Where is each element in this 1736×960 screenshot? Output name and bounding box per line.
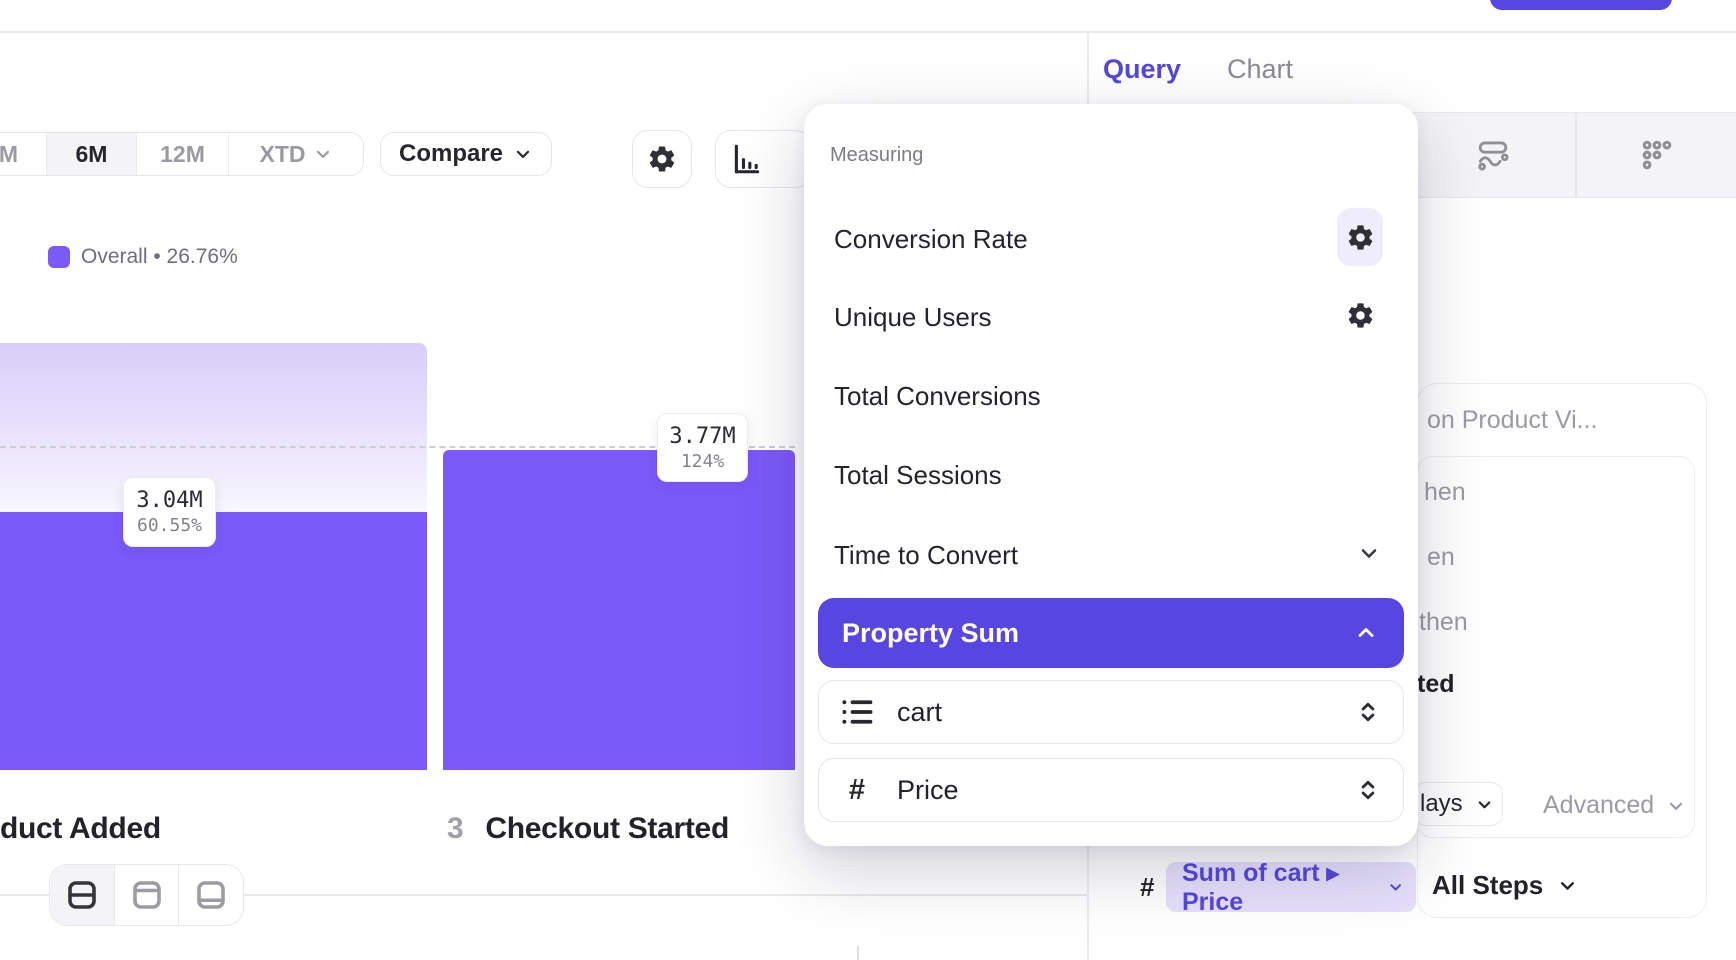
time-range-6m-label: 6M — [75, 140, 108, 167]
menu-item-time-to-convert[interactable]: Time to Convert — [834, 539, 1018, 570]
layout-split-rows-button[interactable] — [50, 865, 115, 925]
compare-label: Compare — [398, 140, 504, 167]
bottom-panel-divider-tick — [857, 946, 859, 960]
tab-chart[interactable]: Chart — [1227, 54, 1294, 84]
layout-header-row-button[interactable] — [115, 865, 180, 925]
chevron-down-icon — [1670, 802, 1683, 810]
conversion-rate-settings-button[interactable] — [1337, 208, 1383, 266]
time-range-12m[interactable]: 12M — [137, 133, 229, 175]
chart-settings-button[interactable] — [632, 130, 692, 188]
compare-button[interactable]: Compare — [380, 132, 552, 176]
property-name-select[interactable]: # Price — [818, 758, 1404, 822]
menu-item-total-conversions[interactable]: Total Conversions — [834, 380, 1041, 411]
chevron-up-icon — [1358, 628, 1374, 637]
step-fragment-1: hen — [1424, 478, 1466, 506]
footer-row-icon — [197, 881, 225, 909]
step-name-2: Checkout Started — [485, 812, 729, 845]
chevron-down-icon — [1390, 884, 1401, 891]
time-range-12m-label: 12M — [160, 140, 205, 167]
primary-action-button[interactable] — [1490, 0, 1672, 10]
metric-chip-label: Sum of cart ▸ Price — [1182, 858, 1340, 916]
all-steps-label: All Steps — [1432, 870, 1544, 900]
top-divider — [0, 31, 1736, 33]
chevron-down-icon — [1478, 800, 1491, 808]
delays-label: lays — [1420, 790, 1463, 817]
toolbar-strip-divider — [1575, 112, 1577, 198]
step-fragment-3: then — [1419, 608, 1468, 636]
funnel-reference-dashed-line — [0, 446, 795, 448]
time-range-6m[interactable]: 6M — [47, 133, 137, 175]
property-event-select[interactable]: cart — [818, 680, 1404, 744]
legend: Overall • 26.76% — [48, 245, 238, 269]
metric-chip[interactable]: Sum of cart ▸ Price — [1166, 859, 1416, 916]
funnel-bar2[interactable] — [443, 450, 795, 770]
property-sum-label: Property Sum — [842, 617, 1020, 648]
gear-icon — [649, 146, 675, 172]
more-options-button[interactable] — [1640, 138, 1674, 172]
bar-chart-icon — [734, 144, 760, 174]
measuring-title: Measuring — [830, 144, 924, 166]
layout-toggle-group — [49, 864, 244, 926]
header-row-icon — [132, 881, 161, 909]
funnel-value-card-2: 3.77M 124% — [657, 413, 748, 482]
time-range-xtd-label: XTD — [259, 140, 306, 167]
time-range-group: M 6M 12M XTD — [0, 132, 364, 176]
step-number-2: 3 — [447, 812, 464, 845]
advanced-dropdown[interactable]: Advanced — [1543, 791, 1686, 820]
property-name-value: Price — [897, 774, 959, 805]
query-config-header: on Product Vi... — [1427, 406, 1598, 434]
bottom-axis-line — [0, 894, 1087, 896]
tab-query[interactable]: Query — [1103, 54, 1182, 84]
time-range-m-label: M — [0, 140, 19, 167]
flow-wave-icon — [1478, 141, 1509, 171]
funnel-pct-2: 124% — [680, 450, 725, 472]
chevron-down-icon — [1357, 541, 1381, 565]
query-steps-card — [1417, 456, 1695, 838]
advanced-label: Advanced — [1543, 791, 1655, 819]
step-label-2: 3 Checkout Started — [447, 812, 729, 846]
metric-hash-symbol: # — [1140, 872, 1155, 902]
selector-icon — [1361, 780, 1375, 800]
funnel-bar1[interactable] — [0, 512, 427, 770]
step-fragment-2: en — [1427, 543, 1455, 571]
step-fragment-4: ted — [1417, 670, 1455, 698]
flows-view-button[interactable] — [1476, 138, 1510, 172]
funnel-value-card-1: 3.04M 60.55% — [123, 477, 216, 547]
selector-icon — [1361, 702, 1375, 722]
list-icon — [842, 700, 873, 724]
chevron-down-icon — [516, 150, 530, 158]
step-label-1: duct Added — [0, 812, 161, 845]
funnel-value-1: 3.04M — [136, 488, 203, 513]
property-event-value: cart — [897, 696, 943, 727]
split-rows-icon — [68, 881, 96, 909]
gear-icon — [1348, 224, 1372, 250]
chart-type-button[interactable] — [715, 130, 811, 188]
layout-footer-row-button[interactable] — [179, 865, 243, 925]
chevron-down-icon — [316, 150, 329, 158]
gear-icon — [1348, 302, 1372, 328]
funnel-value-2: 3.77M — [669, 423, 736, 449]
menu-item-conversion-rate[interactable]: Conversion Rate — [834, 223, 1028, 254]
all-steps-dropdown[interactable]: All Steps — [1432, 870, 1578, 901]
chevron-down-icon — [1561, 882, 1575, 890]
dots-grid-icon — [1642, 140, 1672, 170]
time-range-m[interactable]: M — [0, 133, 47, 175]
delays-button[interactable]: lays — [1414, 782, 1503, 826]
hash-icon: # — [848, 773, 866, 806]
measuring-dropdown: Measuring Conversion Rate Unique Users T… — [804, 104, 1418, 846]
menu-item-unique-users[interactable]: Unique Users — [834, 301, 992, 332]
legend-swatch — [48, 246, 70, 268]
unique-users-settings-button[interactable] — [1337, 286, 1383, 344]
funnel-pct-1: 60.55% — [136, 515, 203, 536]
time-range-xtd[interactable]: XTD — [229, 133, 363, 175]
menu-item-property-sum-selected[interactable]: Property Sum — [818, 598, 1404, 668]
legend-label: Overall • 26.76% — [81, 245, 238, 268]
menu-item-total-sessions[interactable]: Total Sessions — [834, 459, 1002, 490]
